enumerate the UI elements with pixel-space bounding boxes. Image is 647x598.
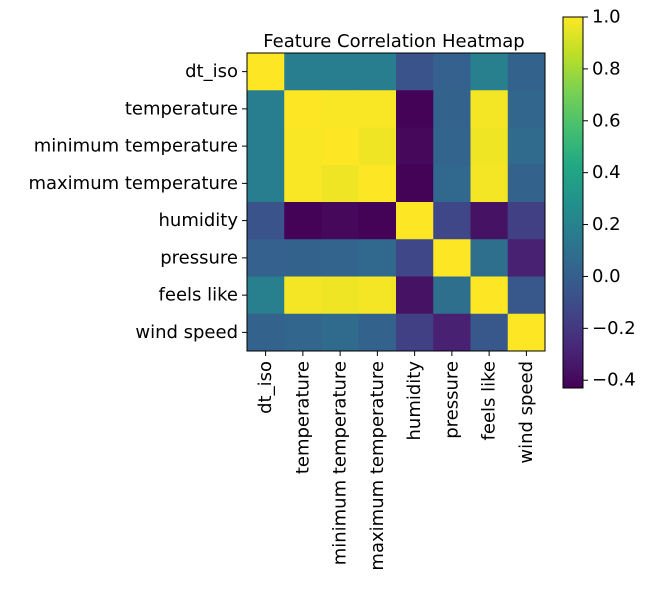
y-tick-label: dt_iso: [185, 61, 238, 82]
plot-frame: [246, 52, 546, 352]
heatmap-cell: [358, 127, 397, 166]
heatmap-cell: [470, 276, 509, 315]
heatmap-cell: [321, 239, 360, 277]
y-tick-label: maximum temperature: [28, 173, 238, 194]
heatmap-cell: [358, 164, 397, 203]
heatmap-cell: [433, 164, 471, 203]
heatmap-cell: [358, 239, 397, 277]
heatmap-cell: [470, 53, 509, 91]
heatmap-cell: [396, 127, 434, 166]
heatmap-cell: [358, 313, 397, 352]
colorbar-tick-label: −0.4: [592, 370, 636, 391]
heatmap-cell: [284, 53, 322, 91]
heatmap-cell: [321, 276, 360, 315]
heatmap-cell: [507, 90, 546, 128]
heatmap-cell: [433, 202, 471, 240]
heatmap-cell: [396, 53, 434, 91]
y-tick-labels: dt_iso temperature minimum temperature maxi…: [28, 61, 247, 343]
colorbar-frame: [562, 16, 584, 389]
heatmap-cell: [470, 202, 509, 240]
heatmap-cell: [507, 127, 546, 166]
heatmap-cell: [284, 127, 322, 166]
heatmap-cell: [396, 276, 434, 315]
heatmap-cell: [358, 276, 397, 315]
heatmap-cell: [433, 239, 471, 277]
colorbar-tick-label: −0.2: [592, 318, 636, 339]
heatmap-cell: [321, 202, 360, 240]
heatmap-cell: [284, 90, 322, 128]
y-tick-label: pressure: [160, 247, 238, 268]
heatmap-cell: [396, 90, 434, 128]
heatmap-cell: [470, 90, 509, 128]
colorbar-tick-label: 1.0: [592, 7, 621, 28]
heatmap-cell: [470, 239, 509, 277]
heatmap-cell: [247, 202, 285, 240]
colorbar-tick-label: 0.2: [592, 214, 621, 235]
heatmap-cell: [284, 276, 322, 315]
x-tick-label: humidity: [404, 361, 425, 441]
heatmap-cell: [247, 313, 285, 352]
heatmap-cell: [433, 127, 471, 166]
heatmap-cell: [284, 202, 322, 240]
heatmap-cell: [433, 90, 471, 128]
heatmap-cell: [247, 127, 285, 166]
heatmap-cell: [507, 53, 546, 91]
heatmap-cell: [470, 164, 509, 203]
colorbar-ticks: 1.0 0.8 0.6 0.4 0.2 0.0 −0.2 −0.4: [583, 7, 636, 391]
x-tick-label: wind speed: [516, 361, 537, 464]
heatmap-cell: [284, 164, 322, 203]
colorbar: [563, 17, 583, 388]
colorbar-tick-label: 0.6: [592, 110, 621, 131]
heatmap-cell: [396, 239, 434, 277]
heatmap-cell: [396, 313, 434, 352]
chart-title: Feature Correlation Heatmap: [263, 31, 524, 52]
heatmap-cell: [507, 202, 546, 240]
y-tick-label: feels like: [159, 285, 238, 306]
heatmap-cell: [321, 164, 360, 203]
heatmap-cells: [247, 53, 546, 352]
heatmap-cell: [433, 313, 471, 352]
heatmap-cell: [507, 239, 546, 277]
x-tick-label: minimum temperature: [330, 361, 351, 565]
heatmap-cell: [358, 90, 397, 128]
heatmap-cell: [247, 239, 285, 277]
x-tick-label: dt_iso: [255, 361, 276, 414]
heatmap-cell: [433, 276, 471, 315]
y-tick-label: wind speed: [135, 322, 238, 343]
x-tick-label: pressure: [441, 361, 462, 439]
heatmap-cell: [284, 313, 322, 352]
heatmap-cell: [321, 313, 360, 352]
heatmap-cell: [396, 164, 434, 203]
x-tick-labels: dt_iso temperature minimum temperature maxi…: [255, 351, 537, 571]
y-tick-label: humidity: [159, 210, 239, 231]
heatmap-cell: [247, 276, 285, 315]
x-tick-label: feels like: [479, 361, 500, 440]
heatmap-cell: [284, 239, 322, 277]
heatmap-cell: [321, 127, 360, 166]
heatmap-cell: [507, 276, 546, 315]
heatmap-cell: [247, 164, 285, 203]
heatmap-cell: [470, 127, 509, 166]
heatmap-cell: [247, 53, 285, 91]
y-tick-label: temperature: [125, 98, 238, 119]
x-tick-label: maximum temperature: [367, 361, 388, 571]
heatmap-cell: [321, 53, 360, 91]
colorbar-tick-label: 0.8: [592, 58, 621, 79]
colorbar-tick-label: 0.0: [592, 266, 621, 287]
heatmap-cell: [358, 53, 397, 91]
heatmap-cell: [358, 202, 397, 240]
heatmap-cell: [433, 53, 471, 91]
heatmap-cell: [470, 313, 509, 352]
y-tick-label: minimum temperature: [34, 136, 238, 157]
colorbar-tick-label: 0.4: [592, 162, 621, 183]
heatmap-cell: [321, 90, 360, 128]
heatmap-cell: [507, 164, 546, 203]
heatmap-cell: [507, 313, 546, 352]
x-tick-label: temperature: [292, 361, 313, 474]
heatmap-cell: [396, 202, 434, 240]
heatmap-cell: [247, 90, 285, 128]
